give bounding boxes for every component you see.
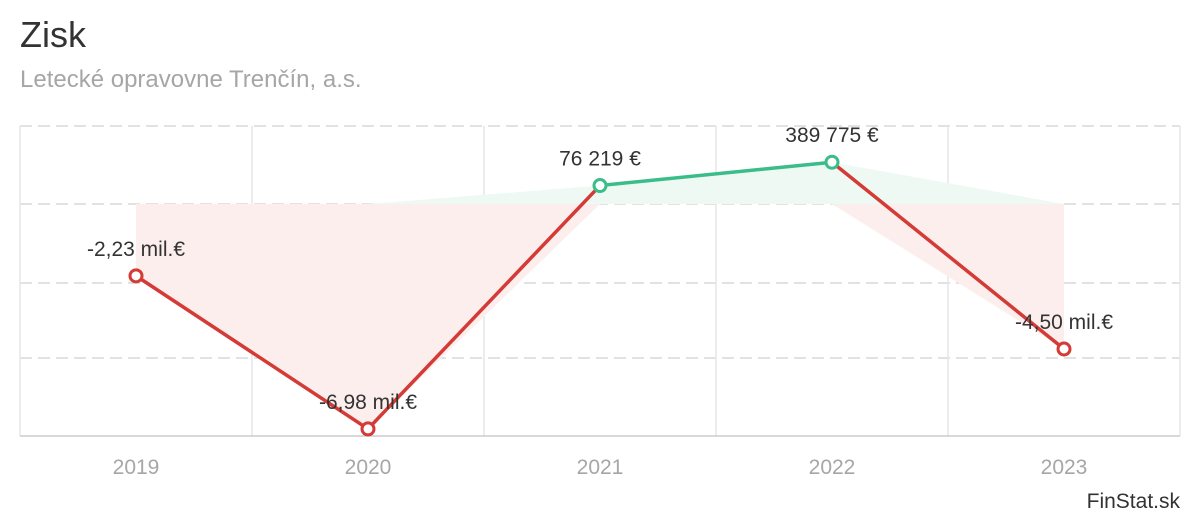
data-point [1056,341,1072,357]
data-label: 389 775 € [785,124,879,147]
source-credit[interactable]: FinStat.sk [1086,490,1180,513]
x-tick-label: 2020 [345,456,392,479]
data-label: -2,23 mil.€ [87,238,185,261]
x-tick-label: 2019 [113,456,160,479]
data-label: 76 219 € [559,148,641,171]
data-point [128,268,144,284]
x-tick-label: 2023 [1041,456,1088,479]
data-label: -6,98 mil.€ [319,391,417,414]
negative-area-fill [136,204,1064,429]
chart-title: Zisk [20,14,86,55]
series-line-segment [830,160,1066,351]
series-line-segment [134,274,370,431]
x-tick-label: 2022 [809,456,856,479]
data-label: -4,50 mil.€ [1015,311,1113,334]
chart-subtitle: Letecké opravovne Trenčín, a.s. [20,66,362,93]
data-point [360,421,376,437]
x-tick-label: 2021 [577,456,624,479]
data-point [592,178,608,194]
positive-area-fill [136,162,1064,204]
series-line-segment [598,160,834,188]
data-point [824,154,840,170]
series-line-segment [366,183,602,431]
